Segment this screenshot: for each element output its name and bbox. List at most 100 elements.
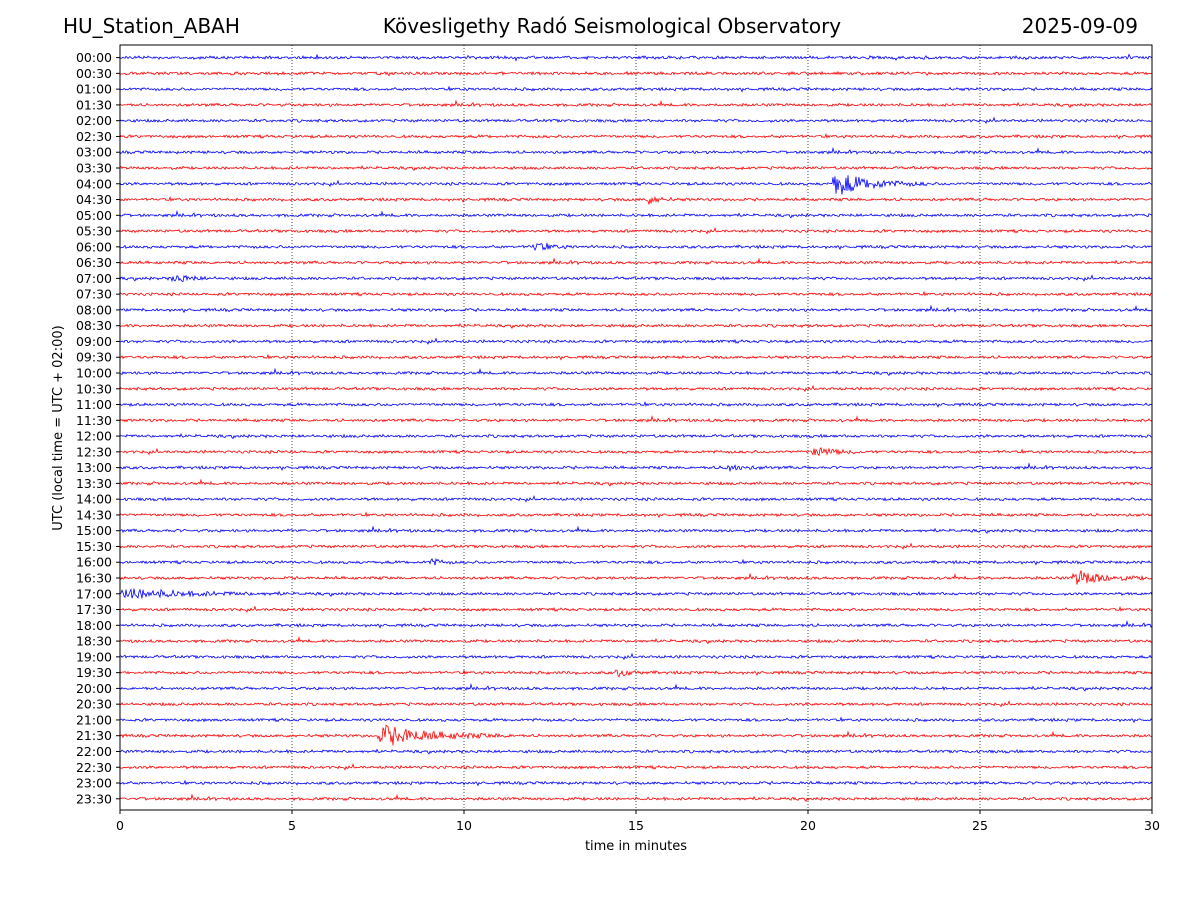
trace-0030 <box>119 70 1153 77</box>
y-tick-label: 12:30 <box>76 444 112 459</box>
trace-1330 <box>119 478 1153 487</box>
y-tick-label: 10:30 <box>76 381 112 396</box>
x-tick-label: 5 <box>288 818 296 833</box>
y-tick-label: 18:00 <box>76 618 112 633</box>
y-tick-label: 20:30 <box>76 697 112 712</box>
y-tick-label: 14:00 <box>76 492 112 507</box>
trace-0530 <box>119 226 1153 235</box>
date-label: 2025-09-09 <box>1021 14 1138 38</box>
trace-0200 <box>119 116 1153 125</box>
y-tick-label: 21:00 <box>76 712 112 727</box>
y-tick-label: 08:00 <box>76 302 112 317</box>
y-tick-label: 10:00 <box>76 366 112 381</box>
y-tick-label: 23:00 <box>76 776 112 791</box>
y-tick-label: 17:30 <box>76 602 112 617</box>
trace-1230 <box>119 446 1153 457</box>
y-tick-label: 14:30 <box>76 507 112 522</box>
y-tick-label: 11:30 <box>76 413 112 428</box>
y-tick-label: 15:30 <box>76 539 112 554</box>
trace-1130 <box>119 414 1153 423</box>
trace-layer <box>119 53 1153 802</box>
y-tick-label: 22:00 <box>76 744 112 759</box>
x-tick-label: 15 <box>628 818 644 833</box>
y-tick-label: 04:00 <box>76 176 112 191</box>
trace-1100 <box>119 401 1153 408</box>
trace-0130 <box>119 99 1153 109</box>
y-tick-label: 00:00 <box>76 50 112 65</box>
x-tick-label: 10 <box>456 818 472 833</box>
trace-0400 <box>119 175 1153 195</box>
trace-0100 <box>119 85 1153 93</box>
x-tick-label: 25 <box>972 818 988 833</box>
trace-0430 <box>119 195 1153 205</box>
y-tick-label: 09:00 <box>76 334 112 349</box>
chart-title: Kövesligethy Radó Seismological Observat… <box>382 14 842 38</box>
plot-frame <box>119 44 1153 811</box>
y-tick-label: 16:30 <box>76 571 112 586</box>
y-tick-label: 03:00 <box>76 145 112 160</box>
y-tick-label: 00:30 <box>76 66 112 81</box>
y-tick-label: 02:00 <box>76 113 112 128</box>
trace-1900 <box>119 652 1153 661</box>
trace-2100 <box>119 716 1153 724</box>
grid-lines <box>291 45 981 810</box>
y-tick-label: 12:00 <box>76 429 112 444</box>
y-tick-label: 15:00 <box>76 523 112 538</box>
trace-1730 <box>119 605 1153 613</box>
trace-1630 <box>119 570 1153 585</box>
trace-0900 <box>119 337 1153 345</box>
x-tick-label: 30 <box>1144 818 1160 833</box>
trace-1000 <box>119 367 1153 377</box>
y-tick-label: 09:30 <box>76 350 112 365</box>
y-tick-label: 23:30 <box>76 791 112 806</box>
trace-0930 <box>119 353 1153 361</box>
trace-0500 <box>119 209 1153 219</box>
y-tick-label: 13:00 <box>76 460 112 475</box>
y-tick-label: 22:30 <box>76 760 112 775</box>
y-tick-label: 01:00 <box>76 82 112 97</box>
y-tick-label: 01:30 <box>76 97 112 112</box>
y-tick-label: 05:00 <box>76 208 112 223</box>
tick-layer: 0 5 10 15 20 25 30 00:0000:3001:0001:3002:0002:… <box>76 50 1160 833</box>
trace-2200 <box>119 748 1153 755</box>
y-tick-label: 17:00 <box>76 586 112 601</box>
trace-0330 <box>119 165 1153 172</box>
trace-0800 <box>119 304 1153 314</box>
y-tick-label: 20:00 <box>76 681 112 696</box>
y-tick-label: 06:00 <box>76 239 112 254</box>
y-tick-label: 05:30 <box>76 224 112 239</box>
trace-1530 <box>119 542 1153 550</box>
y-tick-label: 07:00 <box>76 271 112 286</box>
x-tick-label: 0 <box>116 818 124 833</box>
trace-2000 <box>119 683 1153 692</box>
trace-2130 <box>119 724 1153 746</box>
trace-2030 <box>119 700 1153 708</box>
y-tick-label: 02:30 <box>76 129 112 144</box>
trace-1700 <box>119 588 1153 599</box>
trace-1600 <box>119 557 1153 566</box>
y-tick-label: 19:00 <box>76 649 112 664</box>
y-tick-label: 19:30 <box>76 665 112 680</box>
trace-2230 <box>119 763 1153 771</box>
trace-2300 <box>119 779 1153 787</box>
trace-1930 <box>119 669 1153 678</box>
y-tick-label: 21:30 <box>76 728 112 743</box>
trace-0600 <box>119 242 1153 252</box>
trace-0830 <box>119 322 1153 329</box>
trace-1500 <box>119 525 1153 534</box>
y-tick-label: 13:30 <box>76 476 112 491</box>
y-tick-label: 08:30 <box>76 318 112 333</box>
trace-2330 <box>119 793 1153 802</box>
y-tick-label: 07:30 <box>76 287 112 302</box>
y-tick-label: 03:30 <box>76 160 112 175</box>
trace-0300 <box>119 146 1153 155</box>
y-axis-label: UTC (local time = UTC + 02:00) <box>51 325 66 530</box>
trace-1400 <box>119 495 1153 503</box>
y-tick-label: 06:30 <box>76 255 112 270</box>
trace-0000 <box>119 53 1153 62</box>
trace-1800 <box>119 619 1153 629</box>
trace-1030 <box>119 384 1153 393</box>
trace-1430 <box>119 511 1153 519</box>
trace-0630 <box>119 257 1153 266</box>
